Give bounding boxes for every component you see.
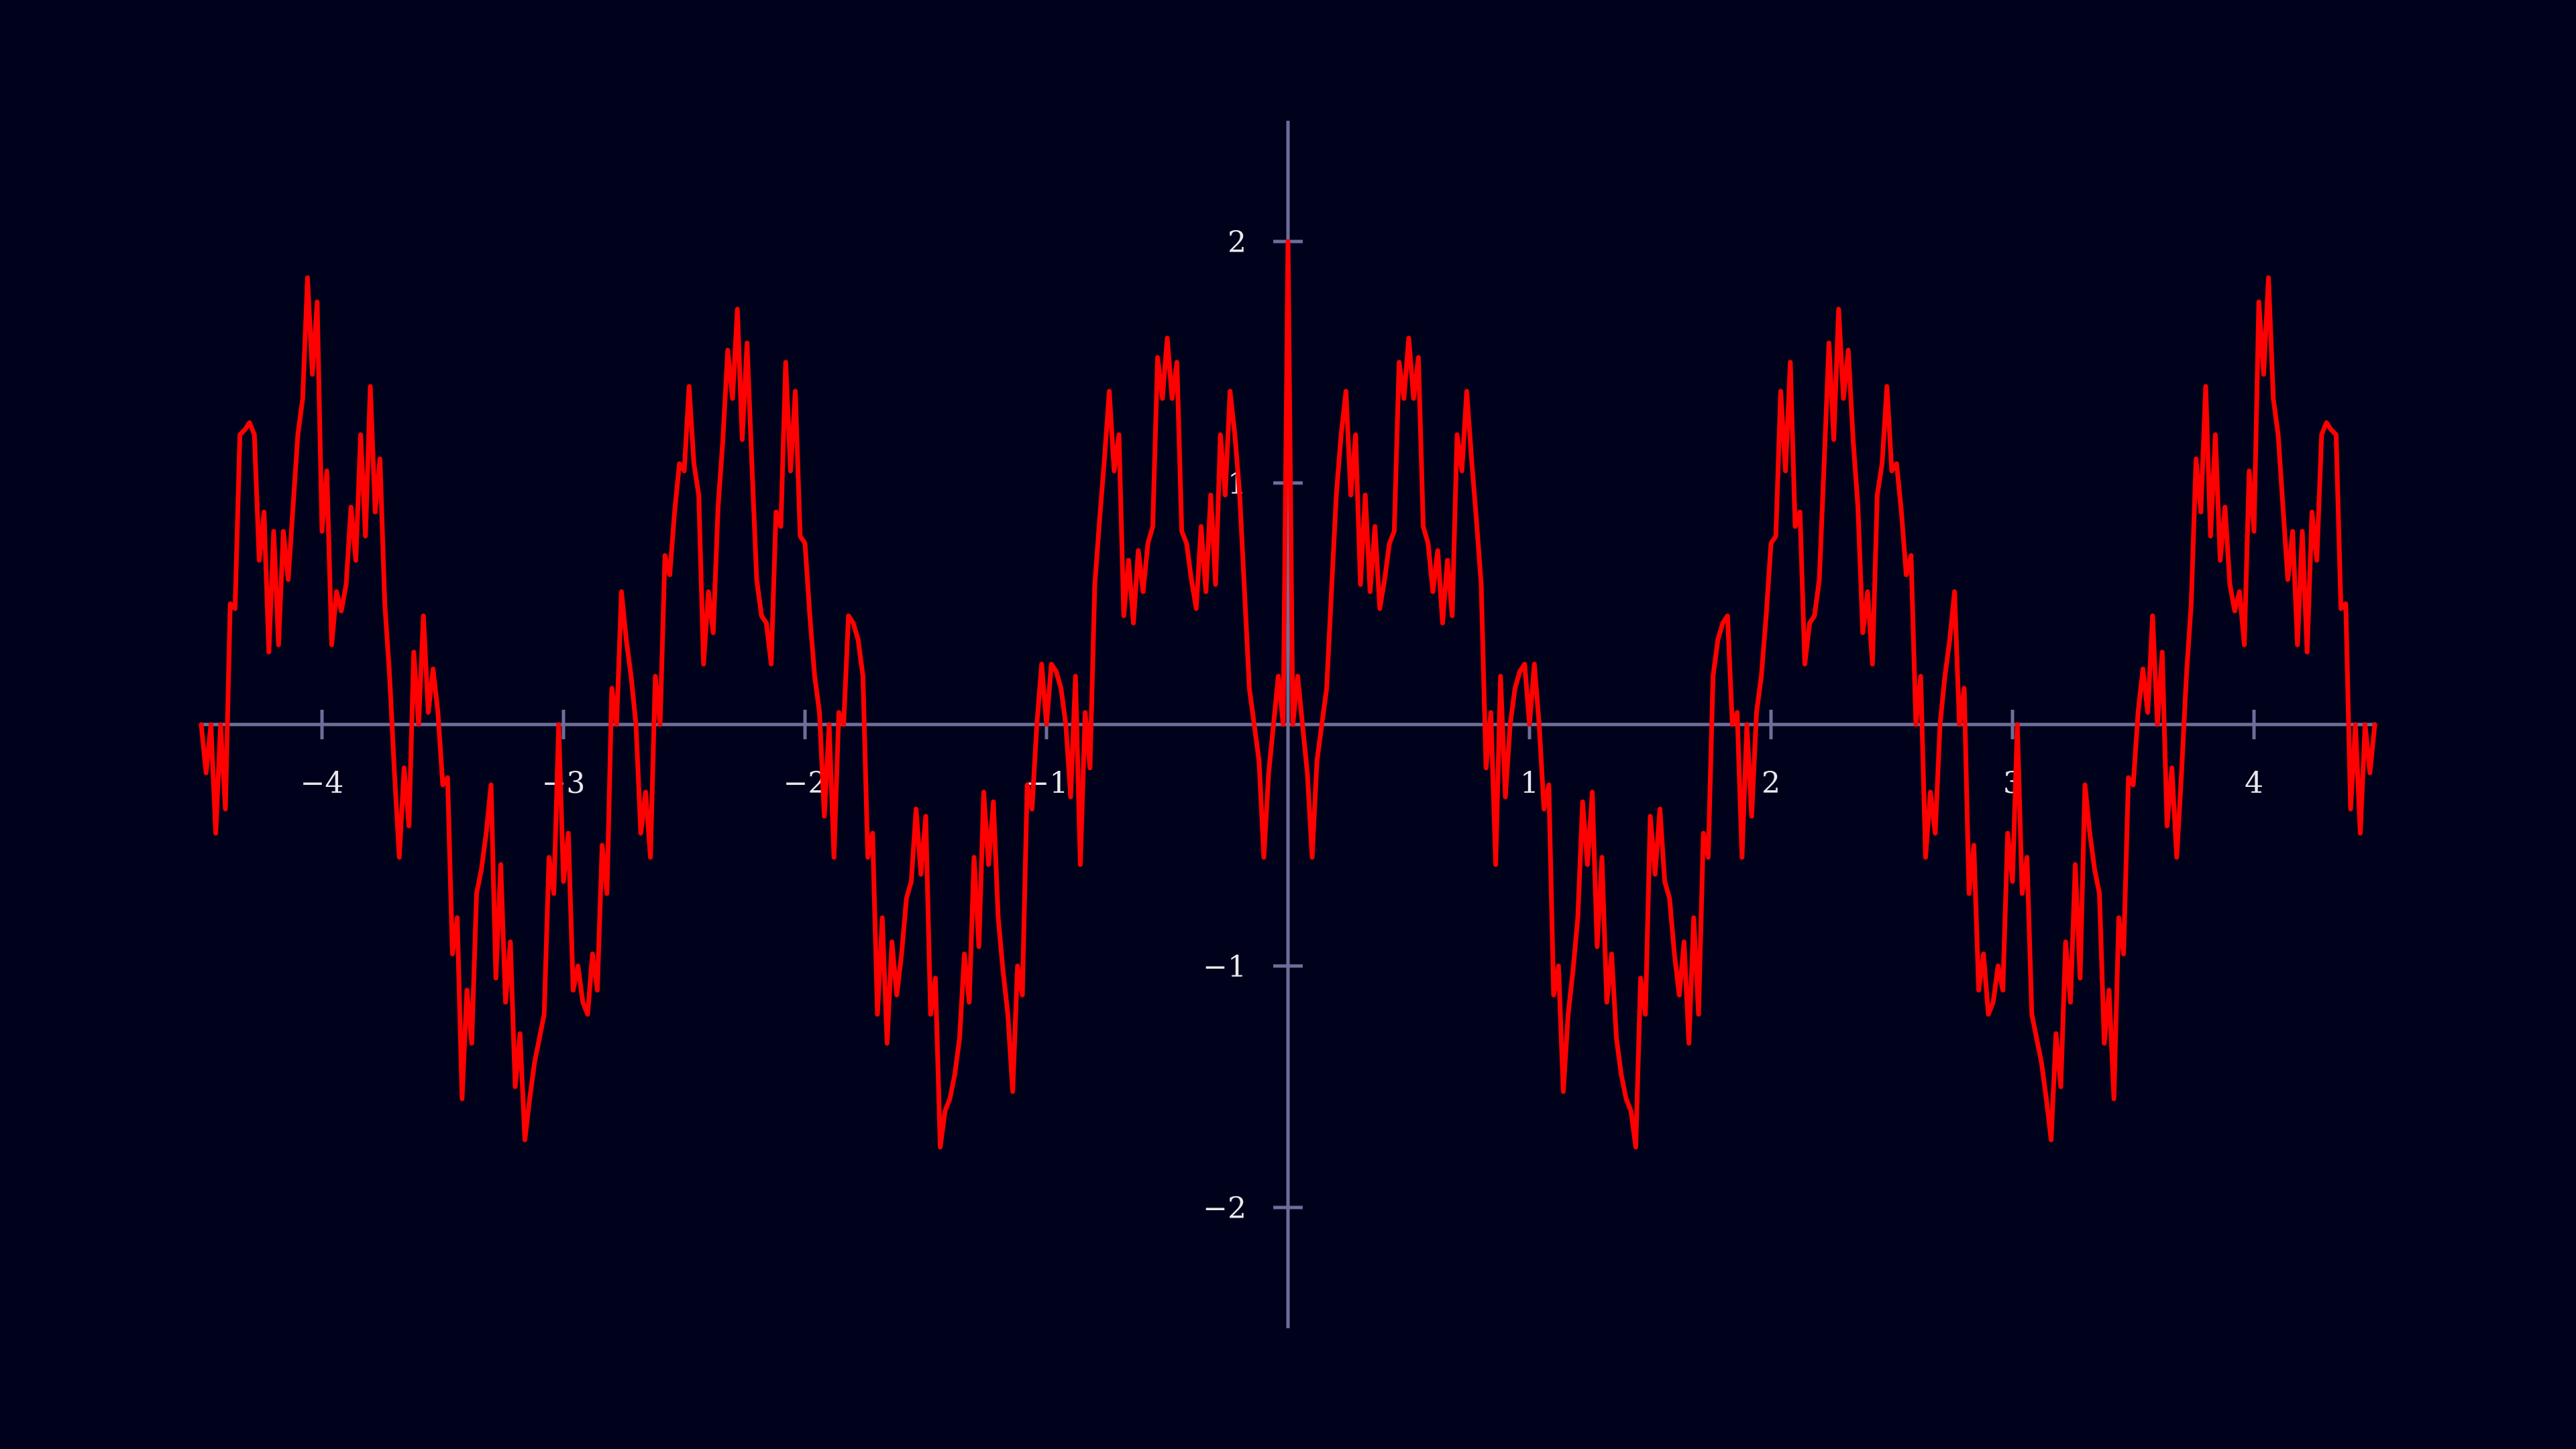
series-line-0 (199, 239, 2377, 1150)
y-tick-label: −1 (1203, 950, 1246, 984)
series-group (199, 239, 2377, 1150)
y-ticks: −2−112 (1203, 225, 1303, 1226)
y-tick-label: −2 (1203, 1191, 1246, 1226)
y-tick-label: 2 (1228, 225, 1246, 260)
x-tick-label: 4 (2245, 766, 2263, 800)
x-tick-label: −3 (542, 766, 586, 800)
x-tick-label: −4 (301, 766, 344, 800)
x-tick-label: 1 (1520, 766, 1539, 800)
x-ticks: −4 −3 −2 −1 1 2 3 4 (301, 710, 2263, 800)
x-tick-label: −2 (784, 766, 827, 800)
x-tick-label: 2 (1762, 766, 1780, 800)
